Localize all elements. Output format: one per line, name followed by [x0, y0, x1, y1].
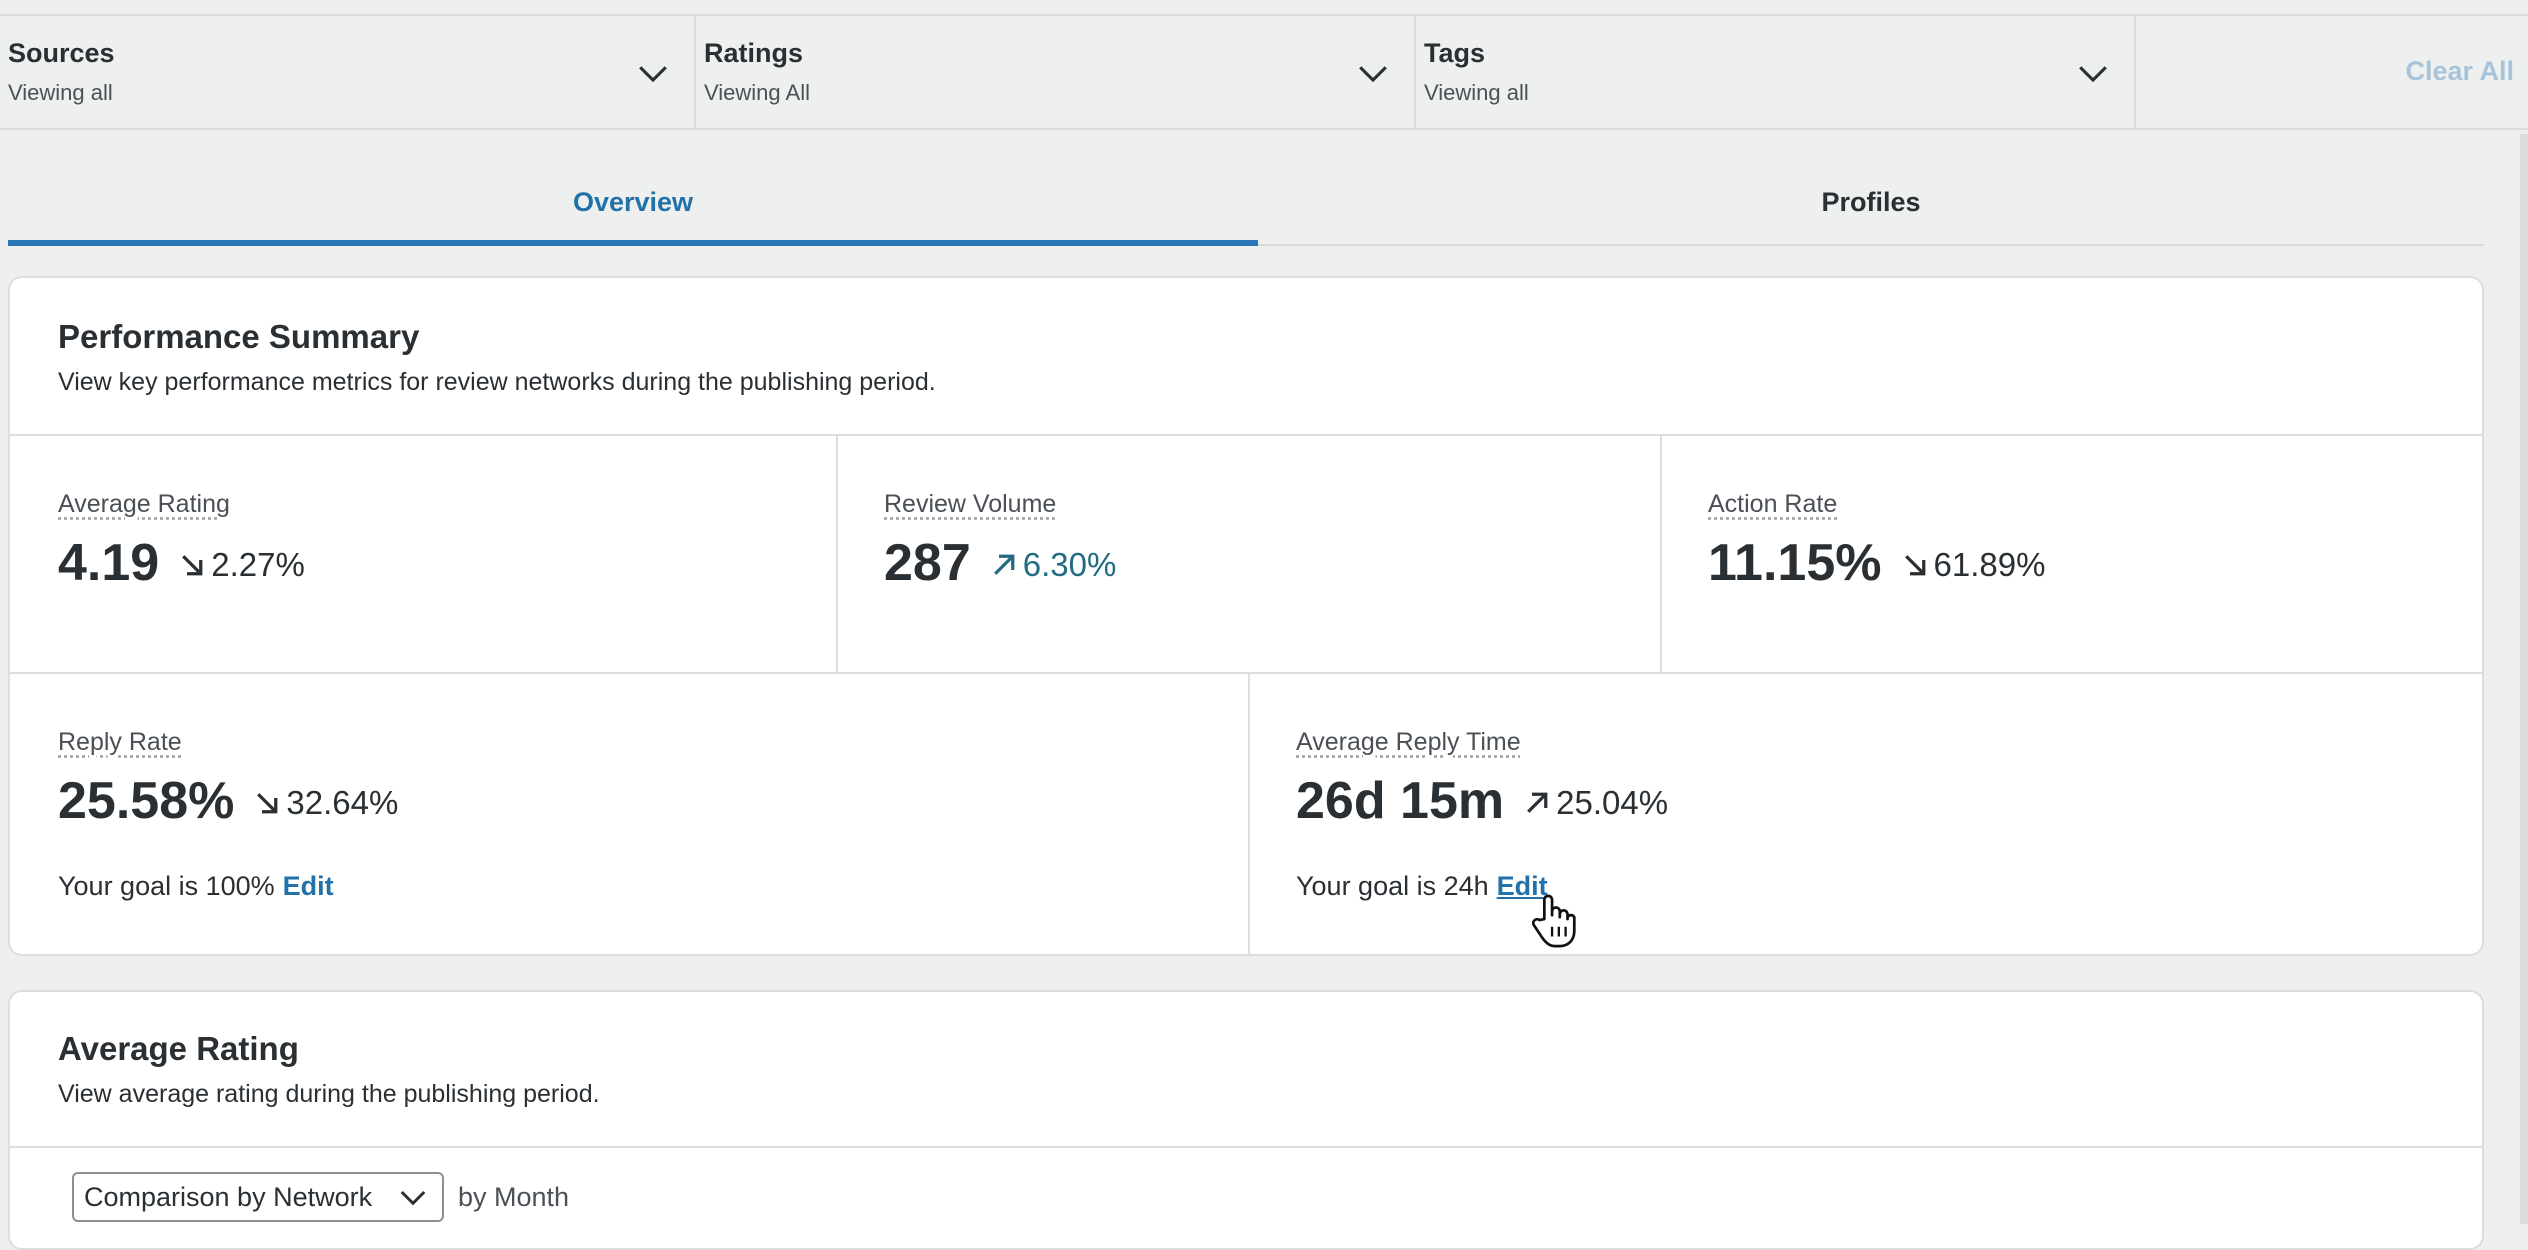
filter-tags-subtitle: Viewing all — [1424, 80, 1529, 105]
metric-value: 25.58% — [58, 772, 235, 830]
filter-ratings[interactable]: Ratings Viewing All — [696, 16, 1416, 128]
metric-label[interactable]: Average Reply Time — [1296, 728, 1521, 756]
metric-value: 4.19 — [58, 534, 160, 592]
metric-label[interactable]: Review Volume — [884, 490, 1057, 518]
divider — [10, 1146, 2482, 1148]
by-month-label: by Month — [458, 1182, 570, 1212]
divider — [1248, 672, 1250, 954]
filter-tags[interactable]: Tags Viewing all — [1416, 16, 2136, 128]
metric-review-volume: Review Volume 287 6.30% — [884, 490, 1116, 593]
arrow-up-right-icon — [993, 554, 1015, 575]
filter-sources-subtitle: Viewing all — [8, 80, 113, 105]
metric-change-value: 61.89% — [1933, 546, 2046, 583]
scrollbar[interactable] — [2520, 134, 2528, 1224]
metric-value: 26d 15m — [1296, 772, 1505, 830]
divider — [1660, 434, 1662, 672]
chevron-down-icon — [400, 1190, 426, 1206]
tab-bar: Overview Profiles — [8, 160, 2484, 246]
performance-summary-card: Performance Summary View key performance… — [8, 276, 2484, 956]
metric-average-rating: Average Rating 4.19 2.27% — [58, 490, 305, 593]
filter-sources-title: Sources — [8, 38, 115, 68]
hand-cursor-icon — [1531, 894, 1576, 948]
metric-change: 32.64% — [252, 784, 398, 822]
comparison-dropdown[interactable]: Comparison by Network — [72, 1172, 444, 1222]
divider — [10, 672, 2482, 674]
metric-change-value: 32.64% — [286, 784, 399, 821]
average-rating-card: Average Rating View average rating durin… — [8, 990, 2484, 1250]
metric-change-value: 6.30% — [1022, 546, 1117, 583]
reply-rate-goal: Your goal is 100% Edit — [58, 871, 398, 902]
metric-label[interactable]: Action Rate — [1708, 490, 1838, 518]
metric-action-rate: Action Rate 11.15% 61.89% — [1708, 490, 2045, 593]
arrow-up-right-icon — [1527, 792, 1548, 813]
arrow-down-right-icon — [257, 793, 278, 814]
average-rating-description: View average rating during the publishin… — [58, 1080, 600, 1108]
metric-change: 25.04% — [1522, 784, 1668, 822]
arrow-down-right-icon — [182, 555, 203, 576]
divider — [836, 434, 838, 672]
metric-value: 11.15% — [1708, 534, 1882, 592]
tab-overview[interactable]: Overview — [8, 160, 1258, 246]
metric-reply-rate: Reply Rate 25.58% 32.64% Your goal is 10… — [58, 728, 398, 902]
arrow-down-right-icon — [1904, 555, 1925, 576]
reply-time-goal: Your goal is 24h Edit — [1296, 871, 1668, 902]
performance-summary-description: View key performance metrics for review … — [58, 368, 936, 396]
filter-bar: Sources Viewing all Ratings Viewing All … — [0, 14, 2528, 130]
filter-ratings-subtitle: Viewing All — [704, 80, 810, 105]
metric-change-value: 25.04% — [1556, 784, 1669, 821]
filter-sources[interactable]: Sources Viewing all — [0, 16, 696, 128]
chevron-down-icon[interactable] — [2076, 56, 2110, 90]
filter-tags-title: Tags — [1424, 38, 1486, 68]
metric-average-reply-time: Average Reply Time 26d 15m 25.04% Your g… — [1296, 728, 1668, 902]
performance-summary-title: Performance Summary — [58, 318, 420, 355]
filter-ratings-title: Ratings — [704, 38, 804, 68]
metric-change: 61.89% — [1900, 546, 2046, 584]
metric-change-value: 2.27% — [211, 546, 305, 583]
comparison-dropdown-value: Comparison by Network — [84, 1182, 373, 1212]
edit-goal-link[interactable]: Edit — [1496, 871, 1548, 901]
metric-label[interactable]: Reply Rate — [58, 728, 182, 756]
metric-label[interactable]: Average Rating — [58, 490, 230, 518]
chevron-down-icon[interactable] — [636, 56, 670, 90]
metric-change: 2.27% — [177, 546, 305, 584]
average-rating-title: Average Rating — [58, 1030, 299, 1067]
goal-text: Your goal is 24h — [1296, 871, 1489, 901]
chevron-down-icon[interactable] — [1356, 56, 1390, 90]
goal-text: Your goal is 100% — [58, 871, 275, 901]
tab-profiles[interactable]: Profiles — [1821, 187, 1921, 217]
clear-all-button[interactable]: Clear All — [2405, 56, 2514, 86]
metric-change: 6.30% — [989, 546, 1117, 584]
edit-goal-link[interactable]: Edit — [282, 871, 334, 901]
divider — [10, 434, 2482, 436]
metric-value: 287 — [884, 534, 971, 592]
